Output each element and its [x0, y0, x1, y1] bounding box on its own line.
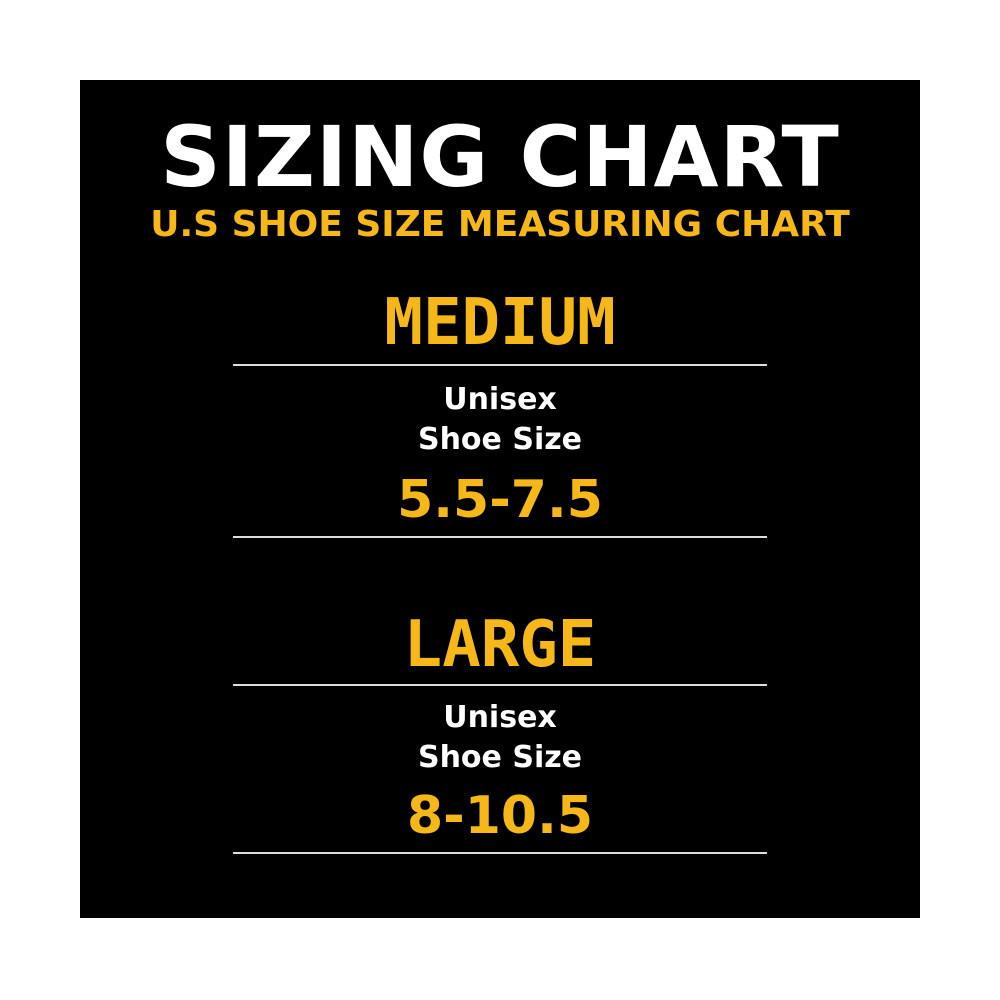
panel: [80, 80, 920, 918]
divider: [233, 684, 767, 686]
divider: [233, 852, 767, 854]
label-line: Unisex: [443, 382, 557, 417]
title: SIZING CHART: [160, 108, 840, 206]
divider: [233, 364, 767, 366]
size-name: LARGE: [403, 608, 597, 682]
size-range: 5.5-7.5: [397, 470, 603, 530]
label-line: Shoe Size: [417, 740, 583, 775]
size-range: 8-10.5: [406, 786, 594, 846]
divider: [233, 536, 767, 538]
size-name: MEDIUM: [384, 286, 616, 360]
label-line: Unisex: [443, 700, 557, 735]
label-line: Shoe Size: [417, 422, 583, 457]
subtitle: U.S SHOE SIZE MEASURING CHART: [150, 204, 850, 245]
